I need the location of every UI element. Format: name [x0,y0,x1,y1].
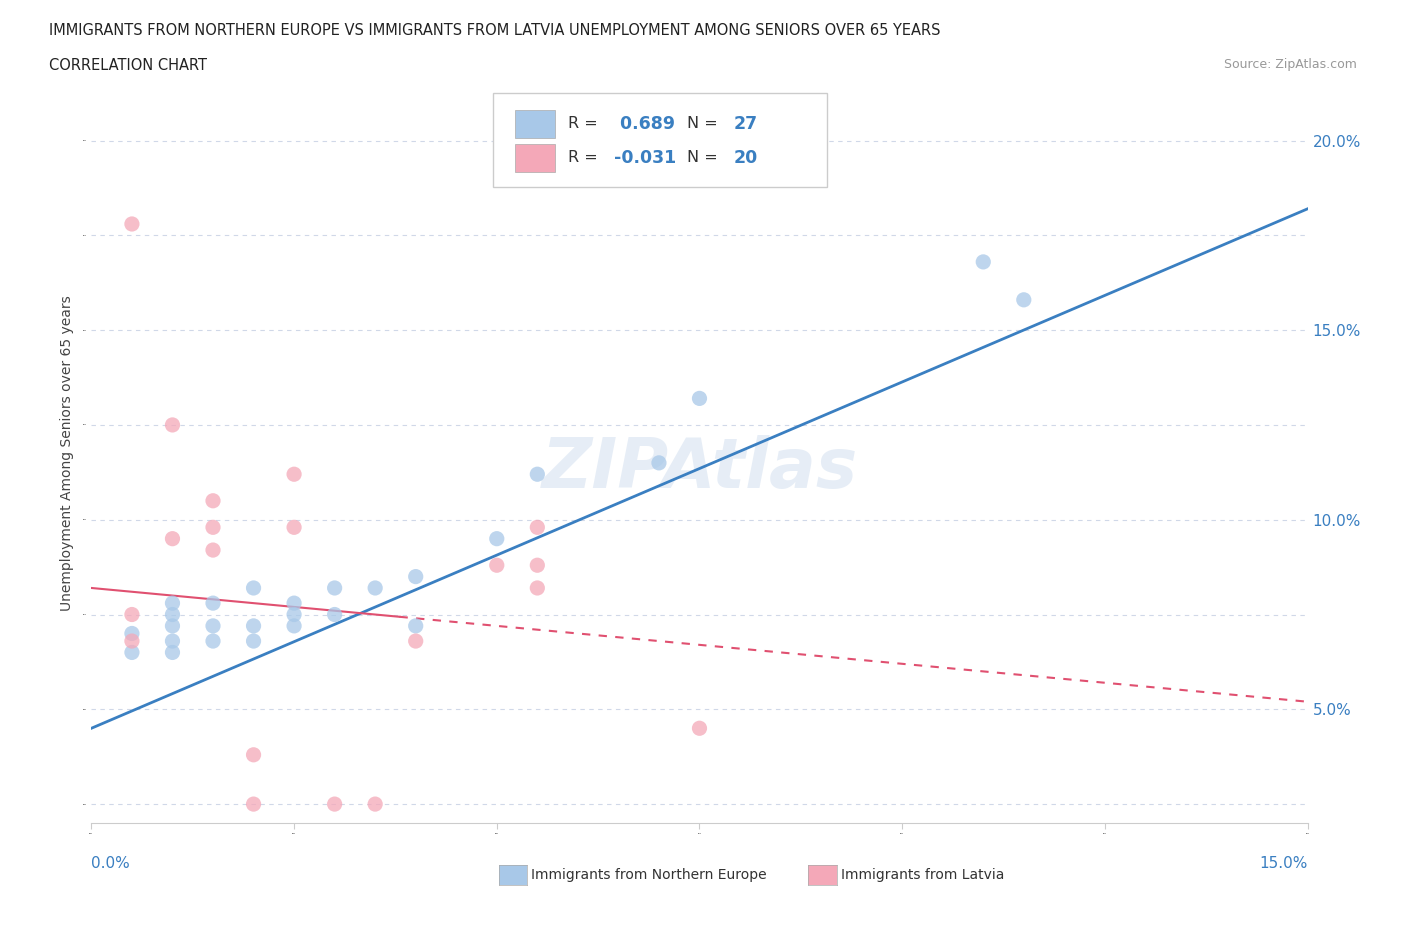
FancyBboxPatch shape [492,93,827,187]
Point [202,542,225,557]
Point [121,633,143,648]
Point [121,626,143,641]
Text: 0.689: 0.689 [614,114,675,133]
Point [121,217,143,232]
Point [323,797,346,812]
Point [202,520,225,535]
Point [202,618,225,633]
Point [972,255,994,270]
Point [688,721,710,736]
Text: ZIPAtlas: ZIPAtlas [541,434,858,501]
Text: Immigrants from Northern Europe: Immigrants from Northern Europe [531,868,768,883]
Point [1012,292,1035,307]
Point [405,618,427,633]
Point [485,558,508,573]
Point [323,607,346,622]
Text: 27: 27 [734,114,758,133]
Point [405,569,427,584]
Point [162,607,184,622]
Point [688,391,710,405]
Point [202,596,225,611]
Point [162,618,184,633]
Text: 0.0%: 0.0% [91,856,131,870]
FancyBboxPatch shape [515,110,555,138]
FancyBboxPatch shape [515,143,555,172]
Point [202,493,225,508]
Point [202,633,225,648]
Point [526,558,548,573]
Point [242,580,264,595]
Point [283,596,305,611]
Point [242,797,264,812]
Point [162,531,184,546]
Point [485,531,508,546]
Point [526,520,548,535]
Point [526,580,548,595]
Y-axis label: Unemployment Among Seniors over 65 years: Unemployment Among Seniors over 65 years [60,296,75,611]
Point [648,456,671,471]
Text: N =: N = [688,150,718,166]
Text: IMMIGRANTS FROM NORTHERN EUROPE VS IMMIGRANTS FROM LATVIA UNEMPLOYMENT AMONG SEN: IMMIGRANTS FROM NORTHERN EUROPE VS IMMIG… [49,23,941,38]
Text: Immigrants from Latvia: Immigrants from Latvia [841,868,1004,883]
Point [162,418,184,432]
Point [242,633,264,648]
Point [162,645,184,660]
Point [162,633,184,648]
Point [526,467,548,482]
Point [283,618,305,633]
Text: R =: R = [568,116,598,131]
Text: 15.0%: 15.0% [1260,856,1308,870]
Point [162,596,184,611]
Point [121,645,143,660]
Point [323,580,346,595]
Text: N =: N = [688,116,718,131]
Text: R =: R = [568,150,598,166]
Text: 20: 20 [734,149,758,166]
Point [242,748,264,763]
Point [283,520,305,535]
Point [283,467,305,482]
Point [364,797,387,812]
Point [283,607,305,622]
Text: CORRELATION CHART: CORRELATION CHART [49,58,207,73]
Point [364,580,387,595]
Text: -0.031: -0.031 [614,149,676,166]
Point [405,633,427,648]
Point [121,607,143,622]
Text: Source: ZipAtlas.com: Source: ZipAtlas.com [1223,58,1357,71]
Point [242,618,264,633]
